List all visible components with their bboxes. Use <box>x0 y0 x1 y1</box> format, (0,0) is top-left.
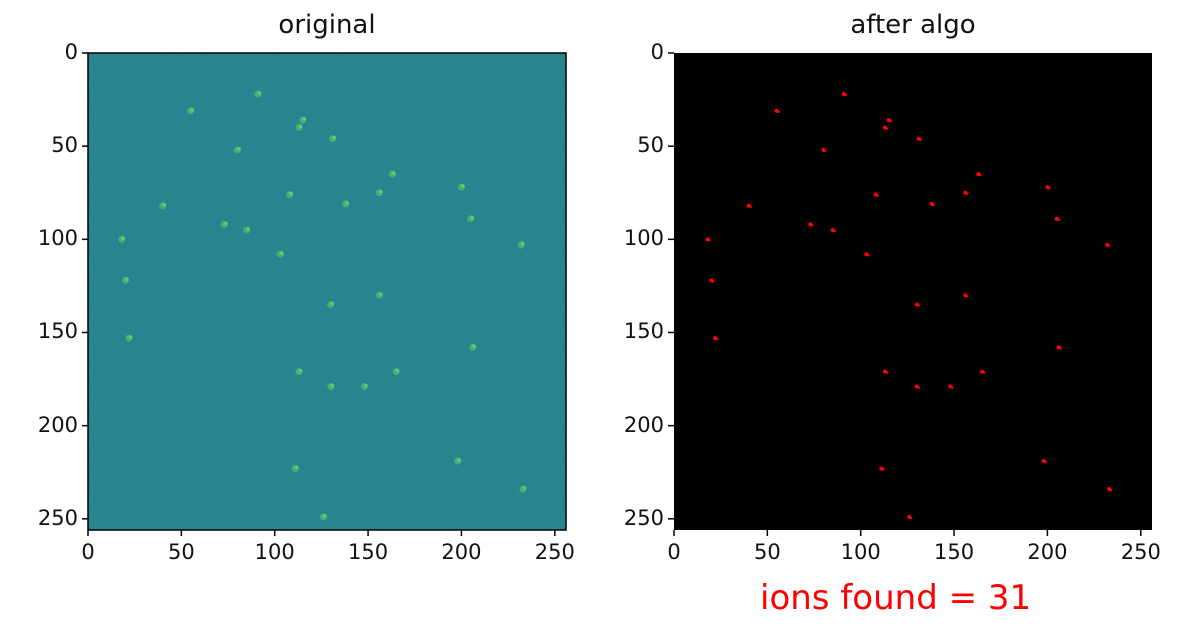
ion-marker-pixel <box>833 229 836 233</box>
x-tick-label: 100 <box>840 540 881 564</box>
ion-spot-core <box>246 227 251 231</box>
ion-spot-core <box>302 117 307 121</box>
ion-marker-pixel <box>951 386 954 389</box>
ion-spot-core <box>395 368 400 373</box>
x-tick-label: 250 <box>1120 540 1161 564</box>
y-tick-label: 50 <box>51 133 78 158</box>
ion-marker-pixel <box>919 138 922 141</box>
ion-marker-pixel <box>844 93 848 97</box>
ion-spot-core <box>121 236 125 241</box>
ion-marker-pixel <box>917 386 920 389</box>
detected-ion-markers <box>705 91 1113 520</box>
ion-marker-pixel <box>910 516 913 520</box>
panel-title-after-algo: after algo <box>850 10 976 40</box>
y-tick-label: 0 <box>650 40 664 64</box>
x-tick-label: 100 <box>254 540 295 564</box>
ion-marker-pixel <box>1059 347 1062 350</box>
x-tick-label: 0 <box>81 540 95 564</box>
ion-spot-core <box>472 344 476 349</box>
y-tick-label: 100 <box>623 226 664 251</box>
ion-marker-pixel <box>979 173 982 177</box>
ion-spot-core <box>289 191 293 196</box>
x-tick-label: 50 <box>753 540 781 564</box>
x-tick-label: 0 <box>667 540 681 564</box>
y-tick-label: 200 <box>37 412 78 437</box>
ion-spot-core <box>190 107 194 112</box>
ion-marker-pixel <box>708 239 711 242</box>
ion-spot-core <box>224 221 228 226</box>
x-tick-label: 200 <box>441 540 482 564</box>
y-tick-label: 150 <box>623 319 664 344</box>
ion-spot-core <box>128 335 133 339</box>
y-tick-label: 150 <box>37 319 78 344</box>
ion-marker-pixel <box>1048 186 1051 190</box>
ion-spot-core <box>162 202 166 207</box>
y-tick-label: 0 <box>64 40 78 64</box>
x-tick-label: 200 <box>1027 540 1068 564</box>
x-tick-label: 150 <box>934 540 975 564</box>
y-tick-label: 250 <box>37 505 78 530</box>
ion-spot-core <box>457 458 462 462</box>
ion-spot-core <box>520 242 525 246</box>
ion-spot-core <box>294 465 299 470</box>
ion-spot-core <box>330 383 335 388</box>
ions-found-caption: ions found = 31 <box>760 578 1032 618</box>
ion-spot-core <box>345 201 349 205</box>
ion-marker-pixel <box>715 337 719 341</box>
ion-marker-pixel <box>1109 488 1113 492</box>
ion-spot-core <box>298 368 303 373</box>
ion-spot-core <box>392 171 396 175</box>
panel-title-original: original <box>278 10 376 40</box>
x-tick-label: 250 <box>534 540 575 564</box>
ion-marker-pixel <box>777 110 780 113</box>
ion-marker-pixel <box>885 127 889 130</box>
ion-spot-core <box>257 91 262 95</box>
y-tick-label: 250 <box>623 505 664 530</box>
ion-marker-pixel <box>932 203 935 207</box>
ion-marker-pixel <box>889 119 892 123</box>
y-tick-label: 50 <box>637 133 664 158</box>
ion-spot-core <box>522 486 527 490</box>
y-tick-label: 100 <box>37 226 78 251</box>
ion-spot-core <box>378 189 383 194</box>
ion-spot-core <box>125 277 129 282</box>
ion-marker-pixel <box>749 205 752 208</box>
ion-marker-pixel <box>712 280 715 283</box>
ion-spot-core <box>280 251 284 256</box>
original-image-noise <box>88 53 566 530</box>
after-algo-image-background <box>674 53 1152 530</box>
ion-spot-core <box>364 383 368 388</box>
ion-marker-pixel <box>966 295 969 298</box>
ion-spot-core <box>378 292 383 297</box>
x-tick-label: 150 <box>348 540 389 564</box>
ion-marker-pixel <box>882 468 885 471</box>
original-frame <box>87 52 567 531</box>
x-tick-label: 50 <box>167 540 195 564</box>
ion-marker-pixel <box>885 371 889 374</box>
ion-spot-core <box>332 135 336 140</box>
ion-spot-core <box>237 147 241 151</box>
ion-marker-pixel <box>824 149 827 153</box>
ion-spot-core <box>322 514 327 518</box>
y-tick-label: 200 <box>623 412 664 437</box>
ion-marker-pixel <box>811 224 814 227</box>
after-algo-image <box>674 53 1152 530</box>
ion-marker-pixel <box>876 194 879 197</box>
ion-spot-core <box>461 184 465 188</box>
ion-marker-pixel <box>1057 218 1060 222</box>
ion-marker-pixel <box>966 192 969 195</box>
axis-ticks <box>82 52 1142 536</box>
ion-spot-core <box>330 301 335 306</box>
ion-marker-pixel <box>1107 244 1111 248</box>
original-ion-spots <box>118 90 527 521</box>
ion-spot-core <box>470 216 475 220</box>
original-image <box>87 52 567 531</box>
ion-marker-pixel <box>1044 460 1047 464</box>
ion-spot-core <box>298 124 303 129</box>
ion-marker-pixel <box>917 304 920 307</box>
ion-marker-pixel <box>982 371 986 374</box>
ion-marker-pixel <box>867 254 870 257</box>
